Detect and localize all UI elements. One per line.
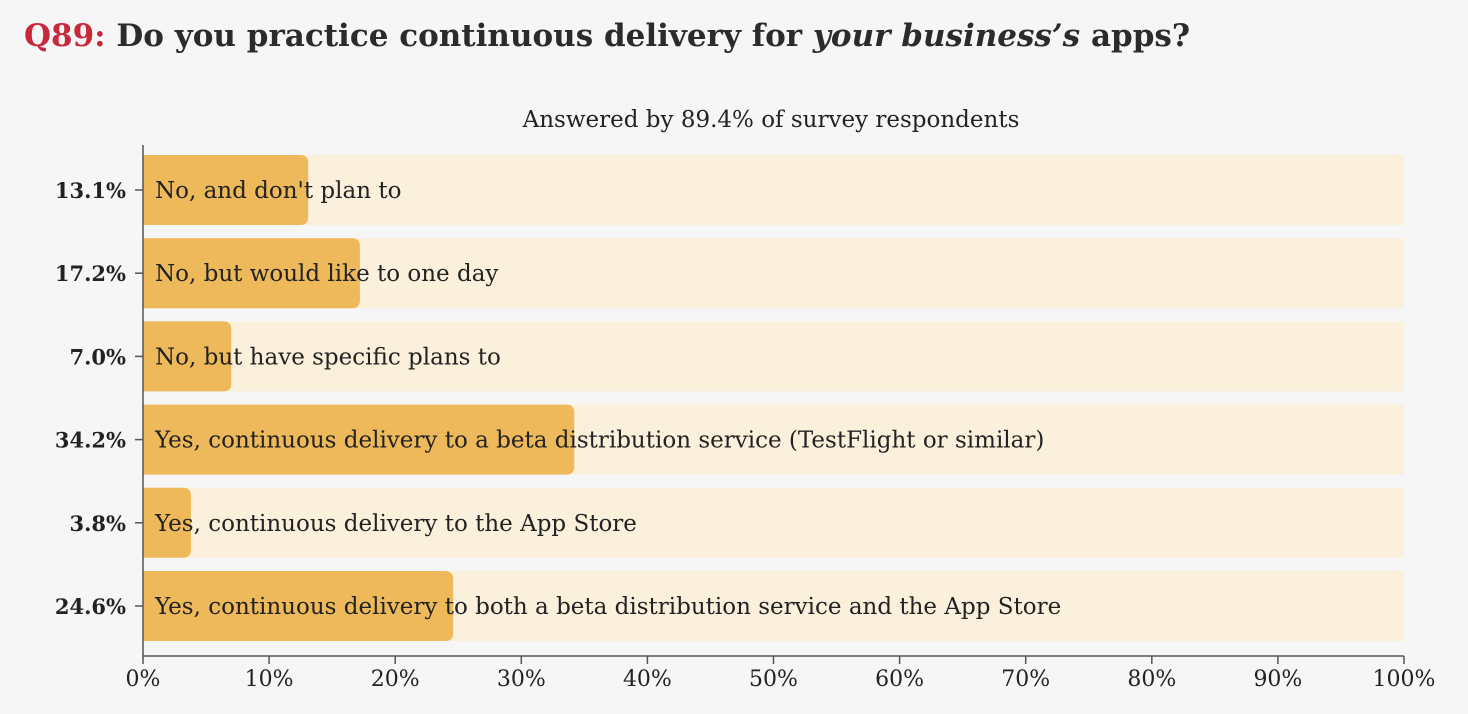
x-tick-label: 20% — [371, 667, 420, 692]
bar-track — [143, 321, 1404, 392]
bars — [143, 155, 575, 641]
x-tick-label: 10% — [245, 667, 294, 692]
x-tick-label: 30% — [497, 667, 546, 692]
x-tick-label: 0% — [126, 667, 161, 692]
question-text-emphasis: your business’s — [812, 18, 1081, 54]
category-label: No, but have specific plans to — [155, 344, 501, 370]
bar — [143, 404, 575, 475]
bar — [143, 155, 309, 225]
bar — [143, 238, 360, 309]
value-label: 13.1% — [55, 178, 126, 203]
category-label: No, and don't plan to — [155, 178, 401, 204]
x-tick-label: 100% — [1373, 667, 1436, 692]
value-label: 17.2% — [55, 261, 126, 286]
bar-track — [143, 487, 1404, 558]
x-tick-label: 80% — [1127, 667, 1176, 692]
question-number: Q89: — [24, 18, 106, 54]
x-tick-label: 40% — [623, 667, 672, 692]
chart-subtitle: Answered by 89.4% of survey respondents — [522, 107, 1020, 133]
x-tick-label: 90% — [1253, 667, 1302, 692]
value-label: 24.6% — [55, 594, 126, 619]
x-tick-label: 60% — [875, 667, 924, 692]
category-label: Yes, continuous delivery to both a beta … — [154, 594, 1061, 620]
category-label: Yes, continuous delivery to the App Stor… — [154, 511, 637, 537]
x-axis: 0% 10% 20% 30% 40% 50% 60% 70% 80% 90% 100% — [126, 655, 1436, 692]
bar — [143, 571, 454, 641]
question-title: Q89: Do you practice continuous delivery… — [24, 18, 1190, 54]
category-label: No, but would like to one day — [155, 261, 498, 287]
value-label: 7.0% — [70, 344, 127, 369]
y-axis — [135, 145, 144, 656]
x-tick-label: 50% — [749, 667, 798, 692]
question-text-end: apps? — [1090, 18, 1190, 54]
category-label: Yes, continuous delivery to a beta distr… — [154, 428, 1044, 454]
value-label: 34.2% — [55, 428, 126, 453]
bar — [143, 321, 232, 392]
value-labels: 13.1% 17.2% 7.0% 34.2% 3.8% 24.6% — [55, 178, 126, 619]
value-label: 3.8% — [70, 511, 127, 536]
bar-tracks — [143, 155, 1404, 641]
question-text: Do you practice continuous delivery for — [116, 18, 803, 54]
bar — [143, 487, 191, 558]
category-labels: No, and don't plan to No, but would like … — [154, 178, 1061, 620]
bar-track — [143, 155, 1404, 225]
x-tick-label: 70% — [1001, 667, 1050, 692]
